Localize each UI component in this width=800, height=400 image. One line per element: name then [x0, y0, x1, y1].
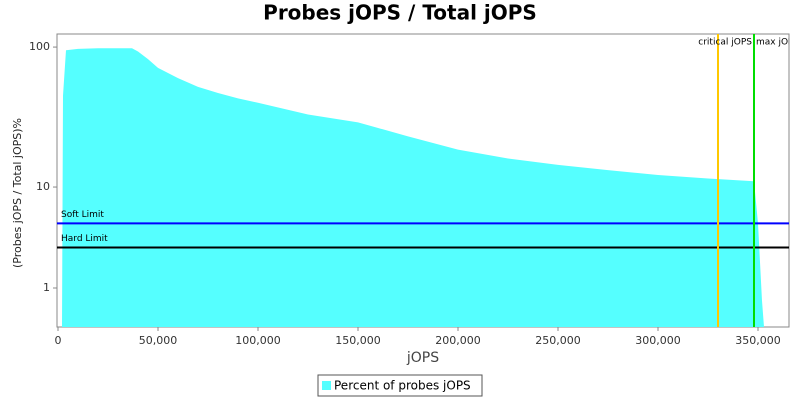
x-tick-label: 50,000 — [139, 334, 178, 347]
chart-title: Probes jOPS / Total jOPS — [263, 1, 537, 25]
x-marker-label: critical jOPS — [698, 38, 752, 48]
x-marker-label: max jOPS for S — [756, 38, 800, 48]
y-tick-label: 1 — [43, 281, 50, 294]
legend-swatch — [322, 381, 331, 390]
x-tick-label: 100,000 — [235, 334, 281, 347]
legend-label: Percent of probes jOPS — [334, 379, 471, 393]
y-marker-label: Soft Limit — [61, 210, 104, 220]
y-axis-label: (Probes jOPS / Total jOPS)% — [11, 118, 24, 268]
x-tick-label: 250,000 — [535, 334, 581, 347]
x-tick-label: 0 — [55, 334, 62, 347]
x-tick-label: 350,000 — [735, 334, 781, 347]
x-tick-label: 150,000 — [335, 334, 381, 347]
y-tick-label: 100 — [29, 40, 50, 53]
y-tick-label: 10 — [36, 180, 50, 193]
x-tick-label: 300,000 — [635, 334, 681, 347]
y-marker-label: Hard Limit — [61, 234, 108, 244]
area — [62, 48, 789, 327]
legend — [317, 374, 483, 397]
x-axis-label: jOPS — [406, 350, 439, 366]
x-tick-label: 200,000 — [435, 334, 481, 347]
